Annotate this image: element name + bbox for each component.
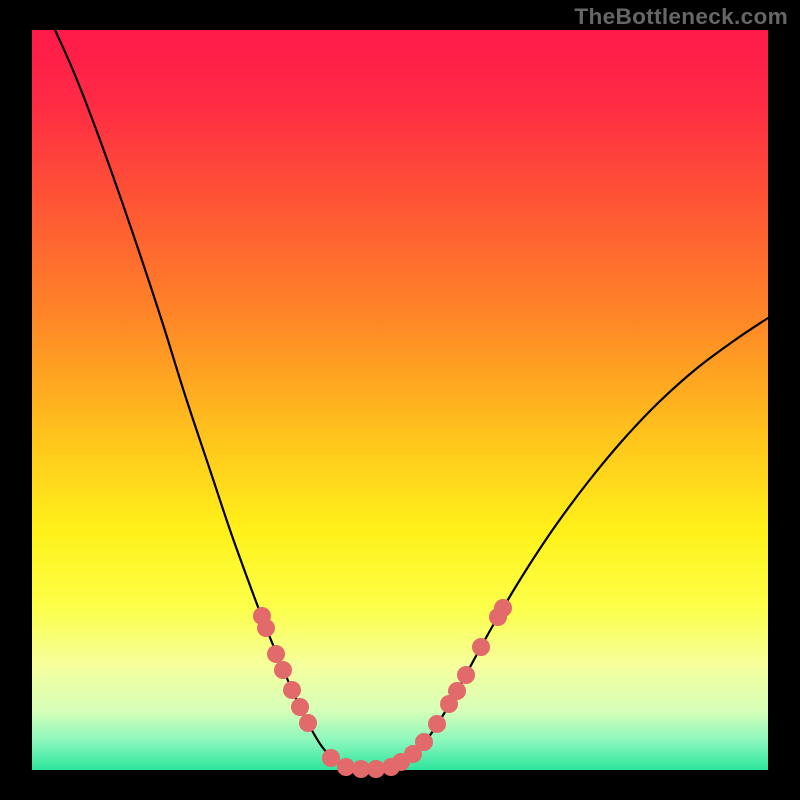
gradient-background: [0, 0, 800, 800]
chart-root: TheBottleneck.com: [0, 0, 800, 800]
watermark-text: TheBottleneck.com: [574, 4, 788, 30]
